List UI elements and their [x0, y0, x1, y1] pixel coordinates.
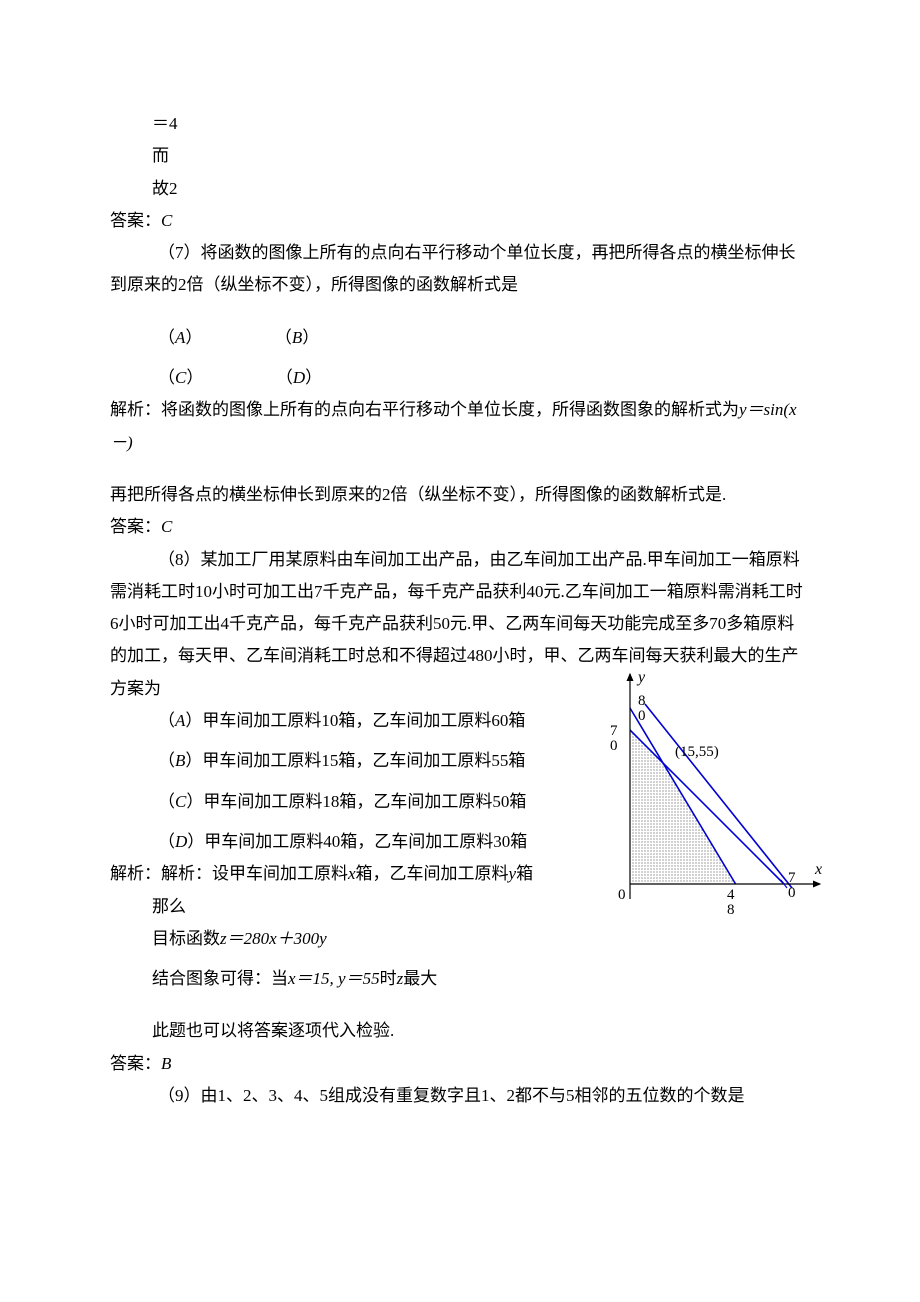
- q6-line2: 而: [110, 140, 810, 172]
- xtick-48b: 8: [727, 902, 735, 918]
- lp-chart-svg: x y 0 7 0 8 0 4 8 7 0 (15,55): [590, 664, 830, 924]
- q7-sol-line1: 解析：将函数的图像上所有的点向右平行移动个单位长度，所得函数图象的解析式为y＝s…: [110, 394, 810, 459]
- q8-opt-a: （A）甲车间加工原料10箱，乙车间加工原料60箱: [110, 705, 580, 737]
- ytick-80b: 0: [638, 708, 646, 724]
- t: 结合图象可得：当: [152, 969, 288, 988]
- ytick-70: 7: [610, 723, 618, 739]
- q7-options-row2: （C） （D）: [110, 362, 810, 394]
- q8-opt-c: （C）甲车间加工原料18箱，乙车间加工原料50箱: [110, 786, 580, 818]
- ans-value: B: [161, 1054, 171, 1073]
- t: 箱: [516, 864, 533, 883]
- ans-label: 答案：: [110, 211, 161, 230]
- q8-sol-l2: 目标函数z＝280x＋300y: [110, 923, 810, 955]
- q7-stem: （7）将函数的图像上所有的点向右平行移动个单位长度，再把所得各点的横坐标伸长到原…: [110, 237, 810, 302]
- q7-sol1-a: 解析：将函数的图像上所有的点向右平行移动个单位长度，所得函数图象的解析式为: [110, 400, 739, 419]
- q8-block: （8）某加工厂用某原料由车间加工出产品，由乙车间加工出产品.甲车间加工一箱原料需…: [110, 544, 810, 1080]
- ans-label: 答案：: [110, 1054, 161, 1073]
- xtick-48: 4: [727, 887, 735, 903]
- q8-chart: x y 0 7 0 8 0 4 8 7 0 (15,55): [590, 664, 830, 924]
- t: z＝280x＋300y: [220, 929, 327, 948]
- q7-opt-d: （D）: [276, 368, 322, 387]
- ans-value: C: [161, 517, 172, 536]
- y-axis-label: y: [636, 669, 646, 686]
- t: 时: [380, 969, 397, 988]
- q8-sol-l3: 结合图象可得：当x＝15, y＝55时z最大: [110, 963, 810, 995]
- q7-answer: 答案：C: [110, 511, 810, 543]
- q7-options-row1: （A） （B）: [110, 322, 810, 354]
- q6-answer: 答案：C: [110, 205, 810, 237]
- ans-label: 答案：: [110, 517, 161, 536]
- q7-opt-c: （C）: [158, 368, 203, 387]
- q6-line3: 故2: [110, 173, 810, 205]
- t: 箱，乙车间加工原料: [356, 864, 509, 883]
- q9-stem: （9）由1、2、3、4、5组成没有重复数字且1、2都不与5相邻的五位数的个数是: [110, 1080, 810, 1112]
- q7-sol-line2: 再把所得各点的横坐标伸长到原来的2倍（纵坐标不变），所得图像的函数解析式是.: [110, 479, 810, 511]
- origin-label: 0: [618, 887, 626, 903]
- xtick-70: 7: [788, 870, 796, 886]
- q8-sol-l4: 此题也可以将答案逐项代入检验.: [110, 1015, 810, 1047]
- ytick-80: 8: [638, 693, 646, 709]
- t: 解析：解析：设甲车间加工原料: [110, 864, 348, 883]
- q6-line1: ＝4: [110, 108, 810, 140]
- x-axis-label: x: [814, 861, 822, 878]
- q8-answer: 答案：B: [110, 1048, 810, 1080]
- t: x＝15, y＝55: [288, 969, 380, 988]
- point-label: (15,55): [675, 744, 719, 760]
- ytick-70b: 0: [610, 738, 618, 754]
- q8-opt-d: （D）甲车间加工原料40箱，乙车间加工原料30箱: [110, 826, 580, 858]
- t: 最大: [403, 969, 437, 988]
- q8-opt-b: （B）甲车间加工原料15箱，乙车间加工原料55箱: [110, 745, 580, 777]
- q7-opt-b: （B）: [275, 328, 319, 347]
- q7-opt-a: （A）: [158, 328, 202, 347]
- xtick-70b: 0: [788, 885, 796, 901]
- t: 目标函数: [152, 929, 220, 948]
- ans-value: C: [161, 211, 172, 230]
